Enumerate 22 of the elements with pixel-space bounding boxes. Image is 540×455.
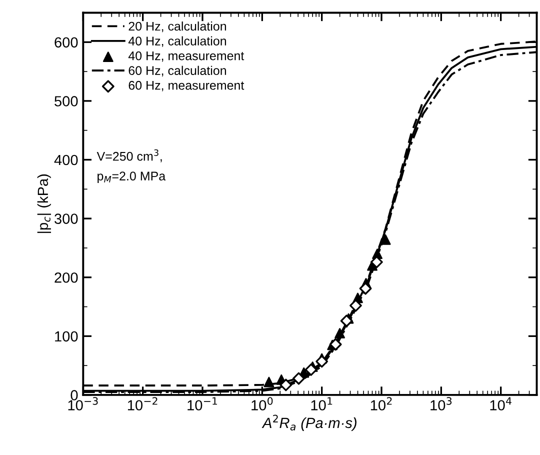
y-axis-title: |p$_{c}$| (kPa) — [37, 174, 51, 233]
y-tick-label: 600 — [54, 37, 78, 48]
annotation: V=250 cm$^{3}$, — [96, 149, 162, 162]
y-tick-label: 400 — [54, 154, 78, 166]
legend-label: 60 Hz, calculation — [128, 66, 226, 76]
legend-label: 60 Hz, measurement — [128, 80, 244, 92]
x-tick-label: 10$^{0}$ — [252, 397, 273, 410]
x-tick-label: 10$^{−1}$ — [188, 397, 217, 410]
legend-label: 40 Hz, calculation — [128, 36, 226, 47]
legend-label: 20 Hz, calculation — [128, 21, 226, 32]
y-tick-label: 100 — [55, 331, 78, 342]
legend-label: 40 Hz, measurement — [128, 51, 244, 62]
x-tick-label: 10$^{2}$ — [370, 397, 392, 410]
y-tick-label: 300 — [54, 214, 78, 224]
x-tick-label: 10$^{3}$ — [430, 397, 452, 410]
x-tick-label: 10$^{−2}$ — [128, 397, 158, 410]
annotation: p$_{M}$=2.0 MPa — [98, 172, 166, 183]
y-tick-label: 500 — [54, 96, 78, 106]
x-tick-label: 10$^{4}$ — [490, 397, 512, 410]
x-axis-title: A$^{2}$R$_{a}$ (Pa·m·s) — [262, 414, 356, 431]
y-tick-label: 200 — [54, 272, 78, 283]
x-tick-label: 10$^{1}$ — [311, 397, 332, 410]
